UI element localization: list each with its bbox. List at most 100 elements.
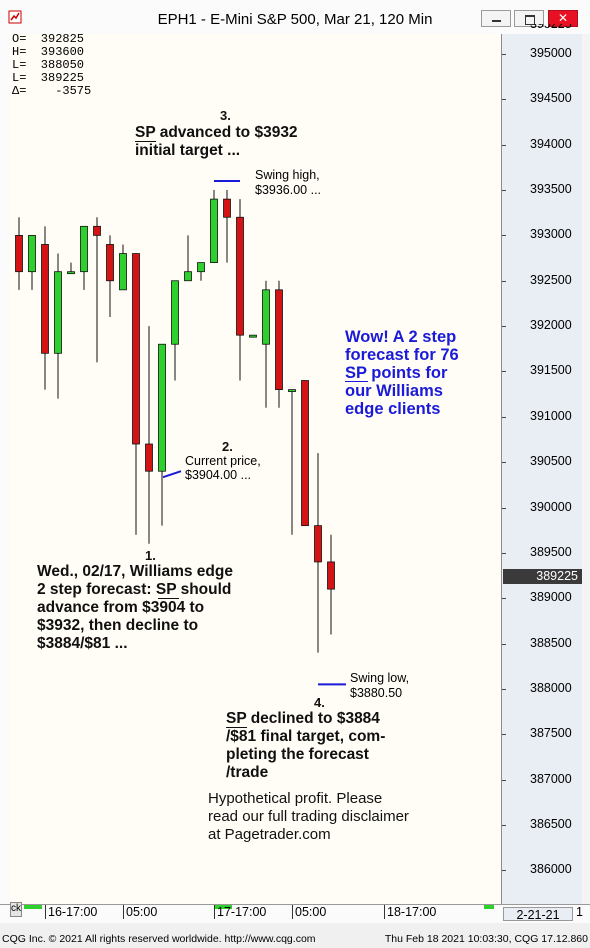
- price-tick-label: 393000: [530, 227, 572, 242]
- price-tick-label: 394000: [530, 136, 572, 151]
- price-tick-label: 386000: [530, 862, 572, 877]
- price-tick-mark: [502, 190, 506, 192]
- current-price-label: Current price,: [185, 454, 261, 468]
- step1-forecast: Wed., 02/17, Williams edge 2 step foreca…: [37, 563, 233, 653]
- price-tick-mark: [502, 326, 506, 328]
- price-tick-mark: [502, 552, 506, 554]
- candle-body: [41, 244, 49, 354]
- price-tick-mark: [502, 462, 506, 464]
- candle: [288, 389, 296, 535]
- step4-line-3: pleting the forecast: [226, 746, 369, 763]
- time-axis[interactable]: [0, 904, 590, 923]
- price-tick-label: 388500: [530, 635, 572, 650]
- candle: [132, 253, 140, 535]
- candle: [106, 235, 114, 318]
- close-button[interactable]: ✕: [548, 10, 578, 27]
- disclaimer-line-3: at Pagetrader.com: [208, 826, 331, 843]
- blue-line-3: SP points for: [345, 364, 448, 382]
- price-tick-label: 394500: [530, 91, 572, 106]
- swing-high-value: $3936.00 ...: [255, 183, 322, 197]
- blue-line-1: Wow! A 2 step: [345, 328, 457, 346]
- candle-body: [262, 289, 270, 345]
- candle: [301, 380, 309, 527]
- candle-body: [171, 280, 179, 345]
- candle: [262, 280, 270, 408]
- candle-body: [145, 443, 153, 472]
- candle: [171, 280, 179, 381]
- blue-line-2: forecast for 76: [345, 346, 459, 364]
- left-border: [0, 34, 10, 904]
- candle-body: [210, 198, 218, 264]
- price-axis[interactable]: [502, 34, 582, 904]
- step1-line-3: advance from $3904 to: [37, 599, 205, 616]
- candle-body: [106, 244, 114, 282]
- price-tick-mark: [502, 734, 506, 736]
- candle-body: [249, 334, 257, 338]
- disclaimer-line-1: Hypothetical profit. Please: [208, 790, 383, 807]
- title-bar: EPH1 - E-Mini S&P 500, Mar 21, 120 Min ✕: [0, 0, 590, 35]
- candle: [314, 453, 322, 653]
- time-label-3: 17-17:00: [217, 905, 267, 919]
- candle-body: [15, 234, 23, 273]
- candle-body: [93, 225, 101, 236]
- disclaimer-line-2: read our full trading disclaimer: [208, 808, 409, 825]
- step3-number: 3.: [220, 108, 231, 123]
- candle-body: [327, 561, 335, 590]
- vertical-scrollbar[interactable]: [582, 34, 590, 904]
- candle-body: [67, 271, 75, 275]
- price-tick-label: 387000: [530, 771, 572, 786]
- price-tick-mark: [502, 779, 506, 781]
- candle-body: [301, 380, 309, 527]
- candle-body: [54, 271, 62, 354]
- price-tick-mark: [502, 144, 506, 146]
- ohlc-readout: O= 392825 H= 393600 L= 388050 L= 389225 Δ= -…: [12, 33, 91, 98]
- candle-body: [132, 253, 140, 445]
- candle-body: [275, 289, 283, 390]
- horizontal-scroll-indicator[interactable]: [24, 905, 494, 909]
- price-tick-label: 390000: [530, 499, 572, 514]
- price-tick-mark: [502, 643, 506, 645]
- price-tick-mark: [502, 54, 506, 55]
- candle-body: [288, 389, 296, 392]
- step3-line1: SP advanced to $3932: [135, 124, 298, 141]
- candle-body: [184, 271, 192, 282]
- price-tick-label: 392000: [530, 318, 572, 333]
- price-tick-mark: [502, 870, 506, 872]
- candle: [223, 190, 231, 263]
- price-tick-label: 386500: [530, 816, 572, 831]
- blue-sp-underline: [345, 381, 368, 382]
- candle-body: [28, 234, 36, 273]
- candle: [197, 262, 205, 281]
- candle: [184, 235, 192, 282]
- price-tick-label: 392500: [530, 272, 572, 287]
- app-icon: [8, 10, 22, 24]
- step1-line-1: Wed., 02/17, Williams edge: [37, 563, 233, 580]
- sp-underline: [135, 141, 156, 142]
- candle: [145, 326, 153, 544]
- swing-low-label: Swing low,: [350, 671, 410, 685]
- time-label-4: 05:00: [295, 905, 327, 919]
- price-tick-label: 389000: [530, 590, 572, 605]
- price-tick-label: 393500: [530, 182, 572, 197]
- price-tick-label: 391500: [530, 363, 572, 378]
- candle: [41, 226, 49, 390]
- close-icon: ✕: [557, 11, 569, 25]
- disclaimer: Hypothetical profit. Please read our ful…: [208, 790, 409, 844]
- step1-sp-underline: [158, 598, 179, 599]
- time-tick-5: [384, 905, 385, 919]
- price-tick-label: 390500: [530, 454, 572, 469]
- blue-callout: Wow! A 2 step forecast for 76 SP points …: [345, 328, 459, 418]
- swing-low-value: $3880.50: [350, 686, 403, 700]
- price-tick-mark: [502, 824, 506, 826]
- chart-corner-button[interactable]: ck: [10, 902, 22, 917]
- price-tick-mark: [502, 688, 506, 690]
- minimize-button[interactable]: [481, 10, 511, 27]
- current-price-box: 389225: [503, 569, 582, 584]
- chart-plot-area[interactable]: [10, 34, 502, 904]
- price-tick-mark: [502, 371, 506, 373]
- status-timestamp: Thu Feb 18 2021 10:03:30, CQG 17.12.860: [384, 933, 588, 945]
- maximize-button[interactable]: [514, 10, 544, 27]
- time-tick-3: [214, 905, 215, 919]
- candle-body: [158, 343, 166, 472]
